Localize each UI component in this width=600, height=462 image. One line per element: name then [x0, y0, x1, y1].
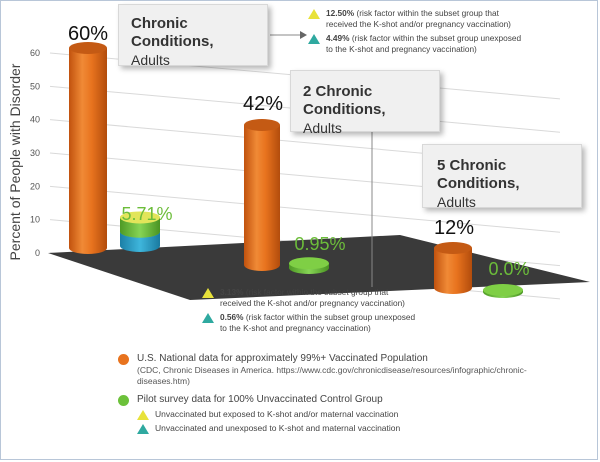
legend-sub-unexposed: Unvaccinated and unexposed to K-shot and… [137, 423, 538, 434]
green-bar-1-top [120, 211, 160, 224]
y-tick-label: 60 [30, 48, 40, 58]
green-value-label: 0.95% [294, 234, 345, 254]
orange-value-label: 60% [68, 23, 108, 45]
y-axis-label: Percent of People with Disorder [7, 63, 23, 260]
yellow-triangle-icon [202, 288, 214, 298]
legend: U.S. National data for approximately 99%… [118, 352, 538, 434]
y-tick-label: 50 [30, 81, 40, 91]
teal-triangle-icon [308, 34, 320, 44]
category-box-3-title: 5 Chronic Conditions, [437, 157, 520, 192]
category-box-3: 5 Chronic Conditions, Adults [422, 144, 582, 210]
orange-bar-2-top [244, 119, 280, 131]
gridline [49, 185, 561, 233]
arrow-icon [300, 31, 307, 39]
y-tick-label: 10 [30, 215, 40, 225]
annotation-top-value-2: 4.49% [326, 33, 350, 43]
y-axis-ticks: 0 10 20 30 40 50 60 [30, 48, 40, 258]
teal-triangle-icon [137, 424, 149, 434]
orange-value-label: 42% [243, 93, 283, 115]
teal-triangle-icon [202, 313, 214, 323]
legend-item-unvaccinated: Pilot survey data for 100% Unvaccinated … [118, 393, 538, 406]
category-box-2: 2 Chronic Conditions, Adults [290, 70, 440, 136]
annotation-bottom-value-1: 3.13% [220, 287, 244, 297]
orange-bar-3-top [434, 242, 472, 254]
legend-sub-unexposed-label: Unvaccinated and unexposed to K-shot and… [155, 423, 401, 433]
green-bar-3 [483, 284, 523, 298]
orange-bar-3 [434, 242, 472, 294]
category-box-2-title: 2 Chronic Conditions, [303, 83, 386, 118]
annotation-top-text-2: (risk factor within the subset group une… [326, 33, 522, 54]
value-labels: 60% 42% 12% 5.71% 0.95% 0.0% [68, 23, 530, 279]
bars [69, 42, 523, 298]
yellow-triangle-icon [308, 9, 320, 19]
legend-unvaccinated-label: Pilot survey data for 100% Unvaccinated … [137, 394, 383, 405]
y-tick-label: 30 [30, 148, 40, 158]
annotation-bottom-row-1: 3.13% (risk factor within the subset gro… [202, 287, 417, 308]
legend-sub-exposed-label: Unvaccinated but exposed to K-shot and/o… [155, 409, 399, 419]
annotation-bottom-text-1: (risk factor within the subset group tha… [220, 287, 405, 308]
category-box-1-title: Chronic Conditions, [131, 15, 214, 50]
annotation-top-row-1: 12.50% (risk factor within the subset gr… [308, 8, 523, 29]
annotation-bottom-value-2: 0.56% [220, 312, 244, 322]
orange-bar-1 [69, 42, 107, 254]
orange-bar-2 [244, 119, 280, 271]
category-box-2-subtitle: Adults [303, 120, 342, 136]
category-box-1-subtitle: Adults [131, 52, 170, 68]
category-box-1: Chronic Conditions, Adults [118, 4, 268, 68]
orange-bar-1-body [69, 48, 107, 254]
legend-vaccinated-source: (CDC, Chronic Diseases in America. https… [137, 365, 527, 386]
legend-vaccinated-label: U.S. National data for approximately 99%… [137, 353, 428, 364]
annotation-top-text-1: (risk factor within the subset group tha… [326, 8, 511, 29]
yellow-triangle-icon [137, 410, 149, 420]
orange-circle-icon [118, 354, 129, 365]
green-bar-2-top [289, 257, 329, 270]
legend-item-vaccinated: U.S. National data for approximately 99%… [118, 352, 538, 365]
green-value-label: 0.0% [488, 259, 529, 279]
green-bar-2 [289, 257, 329, 274]
orange-bar-3-body [434, 248, 472, 294]
orange-bar-2-body [244, 125, 280, 271]
annotation-bottom: 3.13% (risk factor within the subset gro… [202, 287, 417, 337]
green-value-label: 5.71% [121, 204, 172, 224]
connector-lines [270, 31, 373, 287]
orange-value-label: 12% [434, 217, 474, 239]
annotation-bottom-row-2: 0.56% (risk factor within the subset gro… [202, 312, 417, 333]
y-tick-label: 20 [30, 181, 40, 191]
y-tick-label: 0 [35, 248, 40, 258]
green-bar-1 [120, 211, 160, 238]
annotation-top-value-1: 12.50% [326, 8, 355, 18]
orange-bar-1-top [69, 42, 107, 54]
annotation-top: 12.50% (risk factor within the subset gr… [308, 8, 523, 58]
annotation-top-row-2: 4.49% (risk factor within the subset gro… [308, 33, 523, 54]
category-box-3-subtitle: Adults [437, 194, 476, 210]
annotation-bottom-text-2: (risk factor within the subset group une… [220, 312, 416, 333]
green-bar-3-top [483, 284, 523, 296]
legend-sub-exposed: Unvaccinated but exposed to K-shot and/o… [137, 409, 538, 420]
y-tick-label: 40 [30, 115, 40, 125]
green-circle-icon [118, 395, 129, 406]
